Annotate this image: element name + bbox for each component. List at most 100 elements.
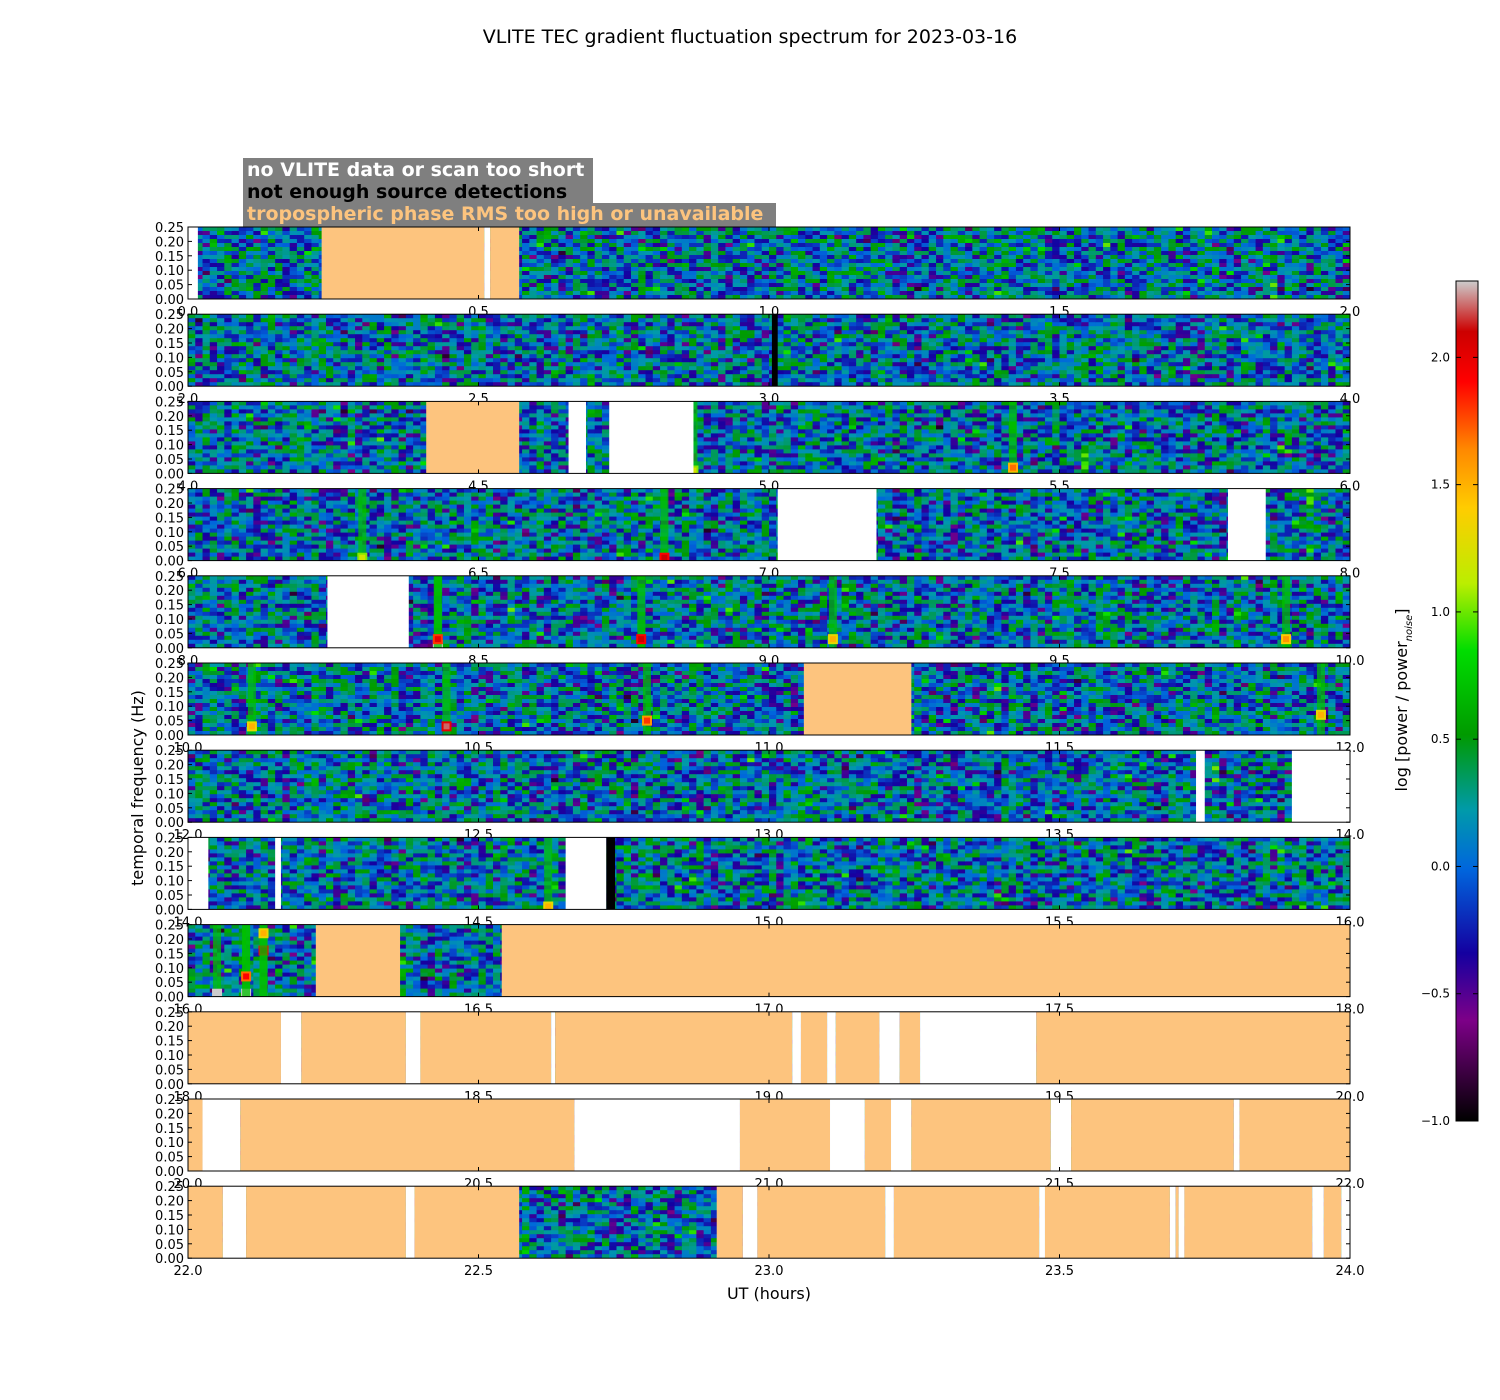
spectrum-cell <box>267 374 276 379</box>
spectrum-cell <box>601 382 610 387</box>
spectrum-cell <box>863 295 872 299</box>
spectrum-cell <box>282 255 291 260</box>
spectrum-cell <box>848 263 857 268</box>
spectrum-cell <box>217 334 225 339</box>
spectrum-cell <box>1008 291 1017 296</box>
spectrum-cell <box>311 314 320 319</box>
spectrum-cell <box>267 314 276 319</box>
spectrum-cell <box>260 346 269 351</box>
spectrum-cell <box>282 382 291 387</box>
spectrum-cell <box>674 287 683 292</box>
spectrum-cell <box>674 322 683 327</box>
spectrum-cell <box>275 326 284 331</box>
spectrum-cell <box>253 227 262 232</box>
spectrum-cell <box>238 279 247 284</box>
spectrum-cell <box>761 334 770 339</box>
spectrum-cell <box>739 326 748 331</box>
spectrum-cell <box>761 283 770 288</box>
spectrum-cell <box>587 314 596 319</box>
spectrum-cell <box>318 338 327 343</box>
spectrum-cell <box>696 231 705 236</box>
spectrum-cell <box>805 342 814 347</box>
spectrum-cell <box>427 374 436 379</box>
spectrum-cell <box>1182 259 1191 264</box>
spectrum-cell <box>848 338 857 343</box>
spectrum-cell <box>834 243 843 248</box>
spectrum-cell <box>1008 322 1017 327</box>
spectrum-cell <box>289 370 298 375</box>
spectrum-cell <box>587 231 596 236</box>
spectrum-cell <box>674 259 683 264</box>
spectrum-cell <box>493 318 501 323</box>
spectrum-cell <box>994 358 1002 363</box>
spectrum-cell <box>296 235 305 240</box>
spectrum-cell <box>1197 259 1206 264</box>
spectrum-cell <box>681 350 690 355</box>
spectrum-cell <box>442 362 451 367</box>
spectrum-cell <box>798 275 806 280</box>
spectrum-cell <box>311 350 320 355</box>
spectrum-cell <box>609 295 618 299</box>
spectrum-cell <box>1008 255 1017 260</box>
spectrum-cell <box>667 362 676 367</box>
spectrum-cell <box>551 259 559 264</box>
spectrum-cell <box>304 287 313 292</box>
spectrum-cell <box>282 295 291 299</box>
spectrum-cell <box>442 374 451 379</box>
spectrum-cell <box>1241 255 1249 260</box>
spectrum-cell <box>870 334 879 339</box>
spectrum-cell <box>398 354 407 359</box>
spectrum-cell <box>841 374 850 379</box>
spectrum-cell <box>1168 291 1177 296</box>
spectrum-cell <box>507 322 516 327</box>
spectrum-cell <box>1313 239 1322 244</box>
spectrum-cell <box>710 275 719 280</box>
spectrum-cell <box>543 255 552 260</box>
spectrum-cell <box>776 239 785 244</box>
spectrum-cell <box>1241 271 1249 276</box>
spectrum-cell <box>260 314 269 319</box>
spectrum-cell <box>986 346 995 351</box>
spectrum-cell <box>1139 279 1148 284</box>
spectrum-cell <box>1284 231 1293 236</box>
spectrum-cell <box>790 350 799 355</box>
spectrum-cell <box>1110 267 1119 272</box>
spectrum-cell <box>1081 239 1090 244</box>
spectrum-cell <box>819 326 828 331</box>
spectrum-cell <box>950 334 959 339</box>
spectrum-cell <box>899 314 908 319</box>
spectrum-cell <box>246 370 254 375</box>
spectrum-cell <box>325 322 334 327</box>
spectrum-cell <box>870 338 879 343</box>
spectrum-cell <box>761 291 770 296</box>
spectrum-cell <box>543 243 552 248</box>
spectrum-cell <box>580 283 589 288</box>
spectrum-cell <box>217 342 225 347</box>
spectrum-cell <box>638 374 647 379</box>
spectrum-cell <box>718 366 727 371</box>
spectrum-cell <box>449 362 458 367</box>
spectrum-cell <box>928 275 937 280</box>
spectrum-cell <box>674 263 683 268</box>
spectrum-cell <box>449 346 458 351</box>
spectrum-cell <box>551 275 559 280</box>
spectrum-cell <box>674 354 683 359</box>
spectrum-cell <box>834 235 843 240</box>
spectrum-cell <box>957 231 966 236</box>
spectrum-cell <box>906 366 915 371</box>
spectrum-cell <box>928 267 937 272</box>
spectrum-cell <box>674 362 683 367</box>
spectrum-cell <box>674 382 683 387</box>
spectrum-cell <box>1088 251 1097 256</box>
spectrum-cell <box>1219 291 1228 296</box>
spectrum-cell <box>972 330 981 335</box>
spectrum-cell <box>805 322 814 327</box>
spectrum-cell <box>188 338 196 343</box>
spectrum-cell <box>725 370 734 375</box>
spectrum-cell <box>769 259 777 264</box>
spectrum-cell <box>783 287 792 292</box>
spectrum-cell <box>282 326 291 331</box>
spectrum-cell <box>965 239 973 244</box>
spectrum-cell <box>747 362 756 367</box>
spectrum-cell <box>275 382 284 387</box>
